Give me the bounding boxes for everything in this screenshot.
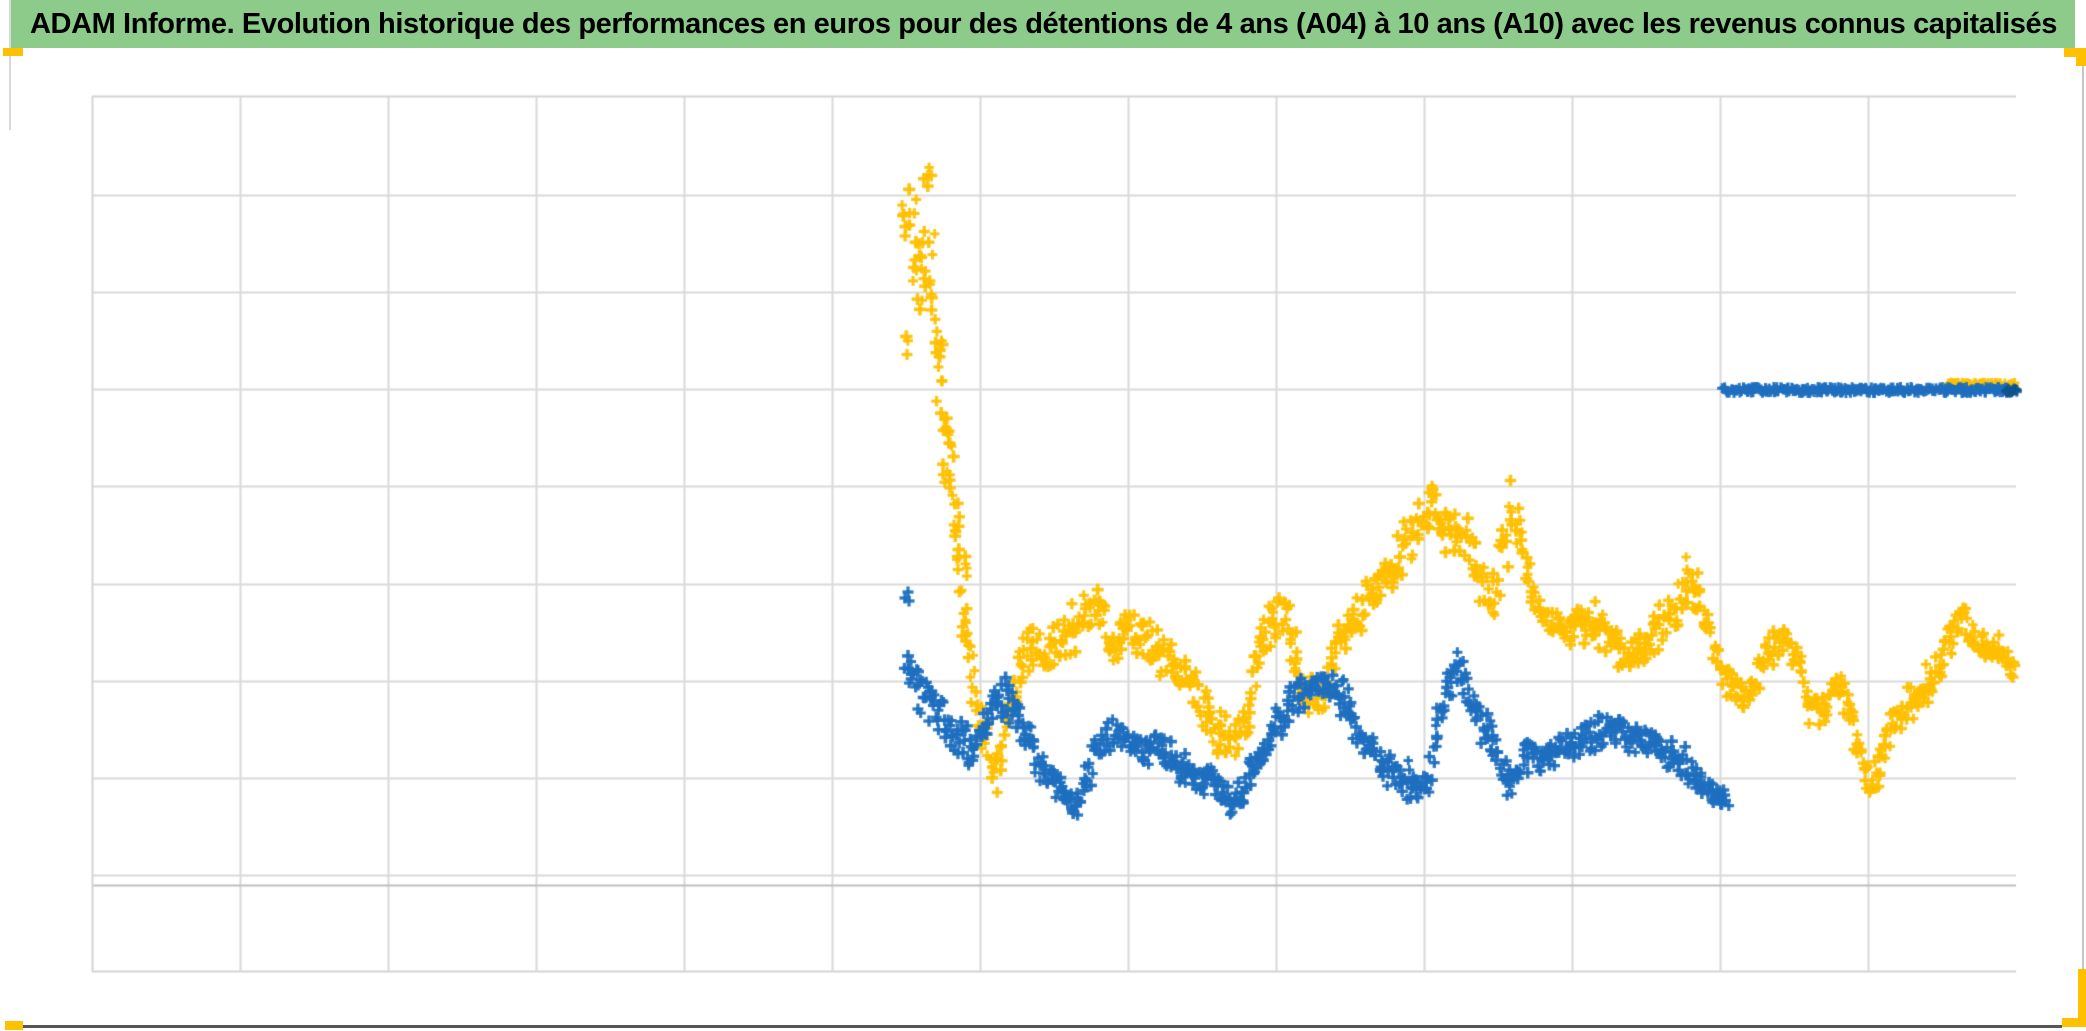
selection-corner-mark-bottom-right [2062,1018,2086,1027]
selection-corner-mark-bottom-right-v [2078,969,2086,1026]
chart-title-bar: ADAM Informe. Evolution historique des p… [10,0,2075,48]
selection-corner-mark-bottom-left [5,1021,23,1030]
chart-frame-right-border [2082,48,2084,1010]
selection-corner-mark-top-right [2064,48,2086,57]
selection-corner-mark-top-left [3,48,23,56]
sheet-bottom-border [22,1025,2062,1028]
selection-corner-mark-top-right-v [2076,48,2086,66]
chart-frame-left-border [9,0,11,130]
chart-title: ADAM Informe. Evolution historique des p… [30,7,2057,40]
